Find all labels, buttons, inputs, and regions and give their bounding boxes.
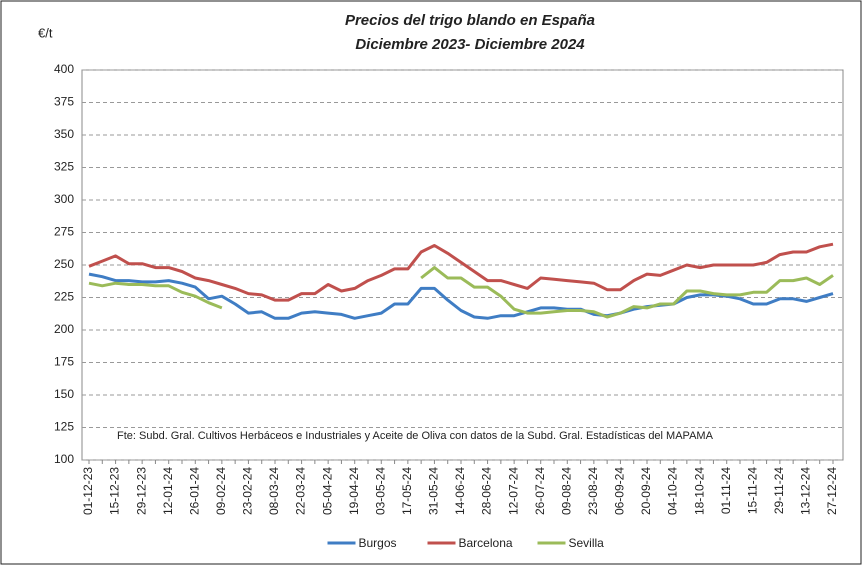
y-tick-label: 125: [54, 420, 74, 434]
x-tick-label: 13-12-24: [799, 467, 813, 515]
x-tick-label: 14-06-24: [453, 467, 467, 515]
annotation: Fte: Subd. Gral. Cultivos Herbáceos e In…: [117, 430, 714, 442]
y-tick-label: 200: [54, 322, 74, 336]
x-tick-label: 23-02-24: [241, 467, 255, 515]
x-tick-label: 29-12-23: [134, 467, 148, 515]
y-tick-label: 175: [54, 355, 74, 369]
series-line: [88, 272, 834, 320]
x-tick-label: 09-08-24: [559, 467, 573, 515]
x-tick-label: 26-01-24: [187, 467, 201, 515]
x-tick-label: 17-05-24: [400, 467, 414, 515]
x-tick-label: 23-08-24: [586, 467, 600, 515]
x-tick-label: 29-11-24: [772, 467, 786, 514]
x-tick-label: 20-09-24: [639, 467, 653, 515]
y-tick-label: 225: [54, 290, 74, 304]
y-tick-label: 400: [54, 62, 74, 76]
x-tick-label: 22-03-24: [294, 467, 308, 515]
y-tick-label: 375: [54, 95, 74, 109]
y-axis-label: €/t: [38, 25, 53, 40]
legend-label: Barcelona: [459, 536, 513, 550]
x-tick-label: 03-05-24: [373, 467, 387, 515]
x-tick-label: 12-07-24: [506, 467, 520, 515]
y-tick-label: 275: [54, 225, 74, 239]
y-tick-label: 350: [54, 127, 74, 141]
x-tick-label: 27-12-24: [825, 467, 839, 515]
x-tick-label: 28-06-24: [480, 467, 494, 515]
series-line: [88, 266, 834, 319]
x-tick-label: 15-12-23: [108, 467, 122, 515]
y-tick-label: 250: [54, 257, 74, 271]
x-tick-label: 06-09-24: [613, 467, 627, 515]
y-tick-label: 325: [54, 160, 74, 174]
x-tick-label: 26-07-24: [533, 467, 547, 515]
x-tick-label: 18-10-24: [692, 467, 706, 515]
chart-subtitle: Diciembre 2023- Diciembre 2024: [355, 36, 585, 53]
legend-label: Sevilla: [569, 536, 605, 550]
x-tick-label: 15-11-24: [745, 467, 759, 514]
series-line: [88, 242, 834, 302]
y-tick-label: 100: [54, 452, 74, 466]
chart-title: Precios del trigo blando en España: [345, 12, 595, 29]
legend-label: Burgos: [359, 536, 397, 550]
y-tick-label: 150: [54, 387, 74, 401]
x-tick-label: 19-04-24: [347, 467, 361, 515]
x-tick-label: 31-05-24: [427, 467, 441, 515]
x-tick-label: 08-03-24: [267, 467, 281, 515]
x-tick-label: 01-12-23: [81, 467, 95, 515]
x-tick-label: 01-11-24: [719, 467, 733, 514]
x-tick-label: 12-01-24: [161, 467, 175, 515]
x-tick-label: 04-10-24: [666, 467, 680, 515]
x-tick-label: 05-04-24: [320, 467, 334, 515]
y-tick-label: 300: [54, 192, 74, 206]
x-tick-label: 09-02-24: [214, 467, 228, 515]
